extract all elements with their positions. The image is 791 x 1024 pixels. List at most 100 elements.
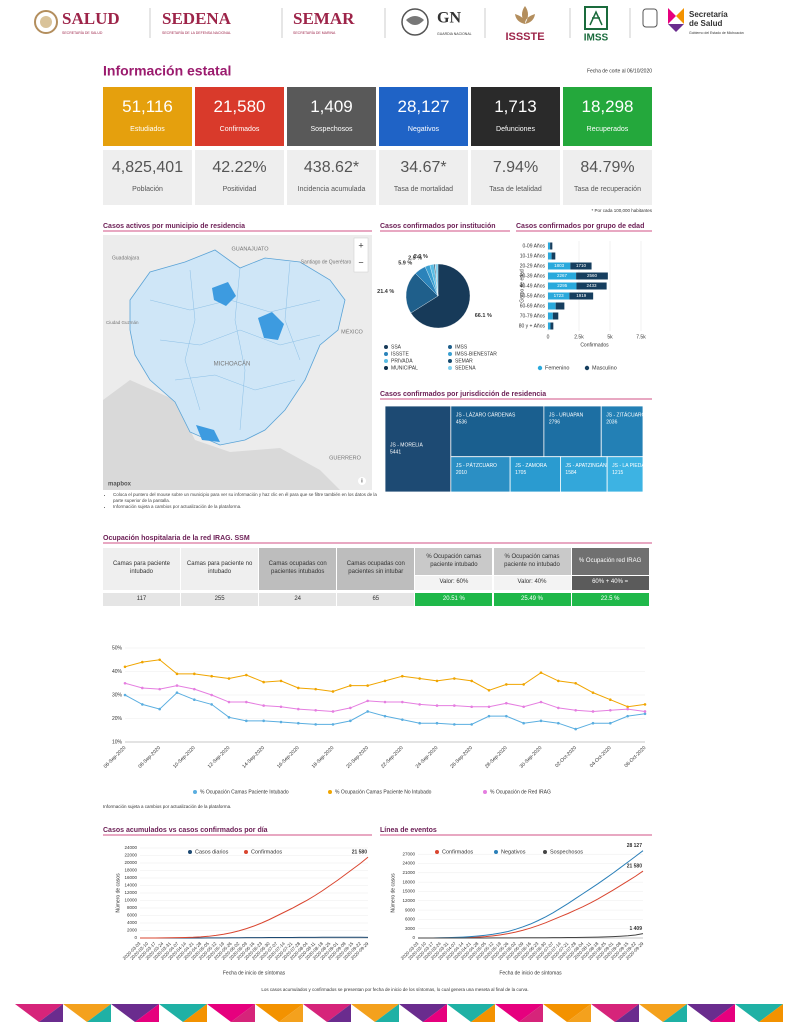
point: [279, 705, 283, 709]
point: [557, 679, 560, 683]
footer-decoration: [207, 1004, 255, 1022]
y-tick-label: 18000: [402, 879, 415, 884]
y-tick-label: 10000: [124, 898, 137, 903]
bar: [548, 282, 577, 290]
ocean: [103, 380, 340, 490]
treemap-cell: [384, 405, 452, 493]
point: [522, 705, 525, 709]
legend-marker: [448, 345, 452, 349]
point: [383, 700, 387, 704]
y-tick-label: 24000: [402, 861, 415, 866]
legend-marker: [448, 359, 452, 363]
logo-subtitle: SECRETARÍA DE MARINA: [293, 31, 336, 35]
footer-decoration: [399, 1004, 447, 1022]
table-value: 24: [259, 593, 337, 606]
data-label: 5.9 %: [398, 260, 412, 266]
table-header: % Ocupación red IRAG: [571, 548, 649, 575]
point: [193, 698, 196, 701]
zoom-controls[interactable]: [353, 237, 369, 273]
x-tick-label: 5k: [607, 334, 613, 340]
point: [158, 707, 161, 711]
cell-label: JS - MORELIA: [390, 442, 423, 448]
table-formula: Valor: 40%: [493, 576, 571, 590]
point: [193, 687, 196, 691]
cell-value: 4536: [456, 419, 467, 425]
point: [245, 700, 248, 704]
state-shape: [129, 249, 346, 446]
point: [158, 687, 161, 691]
y-tick-label: 18000: [124, 868, 137, 873]
y-tick-label: 6000: [127, 913, 138, 918]
data-label: 2.0 %: [414, 254, 428, 260]
cell-label: JS - URUAPAN: [549, 412, 584, 418]
bar: [555, 302, 565, 310]
bar: [548, 292, 570, 300]
point: [279, 679, 283, 683]
point: [331, 723, 335, 726]
legend-label: IMSS: [455, 344, 468, 350]
kpi-card: 1,409 Sospechosos: [287, 87, 376, 146]
x-tick-label: 22-Sep-2020: [380, 745, 405, 770]
kpi-label: Recuperados: [586, 126, 629, 133]
x-tick-label: 12-Sep-2020: [207, 745, 232, 770]
legend-marker: [328, 790, 332, 794]
footer-decoration: [687, 1004, 735, 1022]
bar: [550, 242, 553, 250]
footer-decoration: [351, 1004, 399, 1022]
point: [175, 691, 179, 694]
footer-decoration: [279, 1004, 303, 1022]
x-tick-label: 06-Oct-2020: [623, 745, 647, 769]
y-tick-label: 30%: [112, 692, 123, 698]
footer-decoration: [423, 1004, 447, 1022]
highlighted-municipality[interactable]: [196, 425, 220, 442]
x-tick-label: 10-Sep-2020: [172, 745, 197, 770]
section-title: Casos activos por municipio de residenci…: [103, 223, 245, 230]
data-label: 2560: [587, 273, 598, 278]
point: [522, 721, 525, 725]
y-tick-label: 4000: [127, 920, 138, 925]
pie-slice: [405, 273, 439, 314]
y-tick-label: 20%: [112, 716, 123, 722]
y-tick-label: 40-49 Años: [520, 283, 546, 289]
data-label: 66.1 %: [475, 313, 492, 319]
map-label: Guadalajara: [112, 255, 139, 261]
point: [453, 704, 456, 707]
bar: [552, 312, 559, 320]
zoom-button[interactable]: +: [358, 240, 363, 250]
rate-label: Población: [132, 186, 163, 193]
kpi-label: Negativos: [407, 126, 440, 133]
footer-decoration: [303, 1004, 351, 1022]
footer-decoration: [471, 1004, 495, 1022]
y-tick-label: 21000: [402, 870, 415, 875]
info-button[interactable]: [358, 477, 366, 485]
point: [349, 719, 352, 723]
y-tick-label: 0: [134, 935, 137, 940]
zoom-button[interactable]: −: [358, 257, 363, 267]
y-tick-label: 60-69 Años: [520, 303, 546, 309]
table-value: 22.5 %: [571, 593, 649, 606]
y-tick-label: 14000: [124, 883, 137, 888]
point: [401, 700, 404, 704]
y-tick-label: 24000: [124, 845, 137, 850]
bar: [550, 322, 554, 330]
y-tick-label: 50%: [112, 645, 123, 651]
data-label: 2295: [557, 283, 568, 288]
kpi-value: 1,713: [494, 97, 537, 116]
footer-decoration: [447, 1004, 495, 1022]
legend-marker: [584, 365, 590, 371]
footer-decoration: [255, 1004, 303, 1022]
logo-name: Secretaría: [689, 10, 728, 19]
point: [175, 672, 179, 676]
point: [210, 674, 213, 678]
highlighted-municipality[interactable]: [212, 282, 236, 306]
point: [314, 687, 317, 691]
bar: [548, 242, 551, 250]
rate-value: 42.22%: [212, 159, 267, 176]
page-title: Información estatal: [103, 63, 231, 79]
rate-label: Tasa de mortalidad: [393, 186, 454, 193]
footer-decoration: [39, 1004, 63, 1022]
map[interactable]: [103, 235, 372, 490]
point: [401, 718, 404, 721]
highlighted-municipality[interactable]: [258, 312, 284, 340]
point: [245, 673, 248, 677]
